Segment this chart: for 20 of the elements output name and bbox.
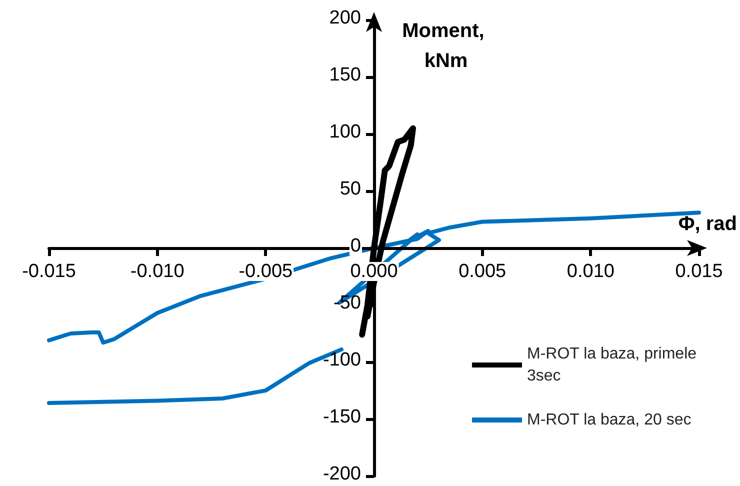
y-tick-label: -150 bbox=[322, 406, 361, 428]
y-tick-label: -50 bbox=[334, 292, 361, 314]
x-axis-title: Φ, rad bbox=[678, 213, 737, 235]
legend-label: M-ROT la baza, 20 sec bbox=[527, 412, 692, 428]
y-tick-label: 150 bbox=[329, 64, 361, 86]
y-tick-label: -200 bbox=[322, 464, 361, 484]
x-tick-label: 0.010 bbox=[566, 261, 614, 282]
x-tick-label: 0.005 bbox=[458, 261, 506, 282]
x-tick-label: 0.000 bbox=[350, 261, 398, 282]
y-tick-label: 200 bbox=[329, 8, 361, 28]
y-tick-label: -100 bbox=[322, 350, 361, 370]
y-axis-title: Moment, kNm bbox=[402, 20, 490, 72]
y-tick-label: 0 bbox=[350, 236, 361, 256]
x-tick-label: -0.005 bbox=[238, 261, 293, 282]
x-tick-label: 0.015 bbox=[675, 261, 723, 282]
y-tick-label: 50 bbox=[340, 178, 361, 200]
x-tick-label: -0.010 bbox=[130, 261, 184, 282]
x-tick-label: -0.015 bbox=[22, 261, 76, 282]
y-tick-label: 100 bbox=[329, 122, 361, 142]
legend-label: M-ROT la baza, primele 3sec bbox=[527, 346, 701, 384]
